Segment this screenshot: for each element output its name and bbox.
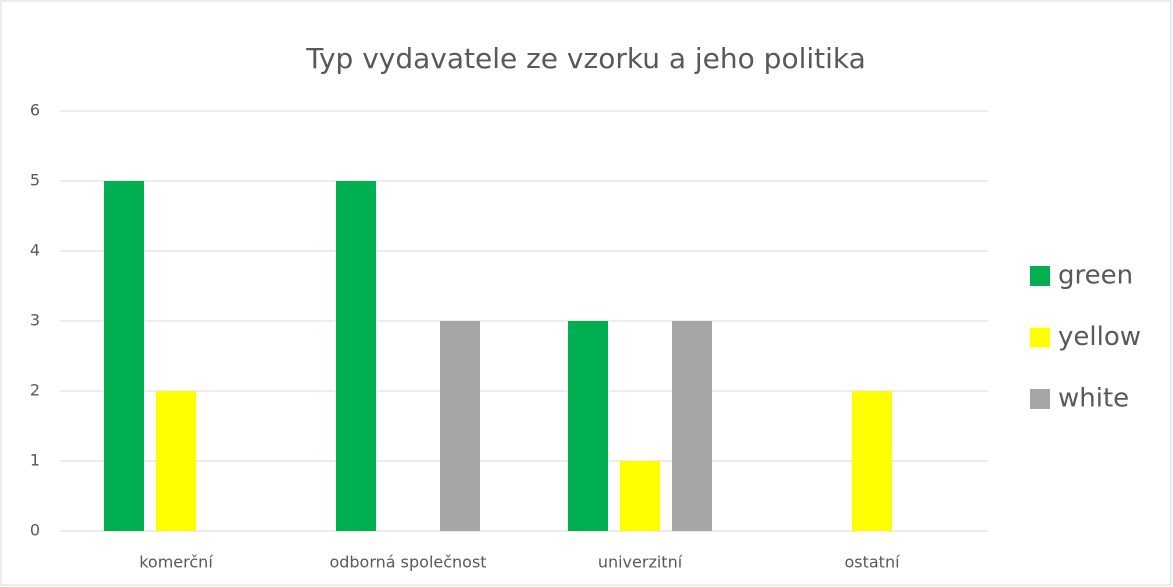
bar [852, 391, 892, 531]
legend-label: yellow [1058, 322, 1141, 352]
x-tick-label: odborná společnost [329, 553, 486, 572]
x-tick-label: komerční [139, 553, 213, 572]
legend-swatch [1030, 327, 1050, 348]
legend-swatch [1030, 389, 1050, 409]
y-tick-label: 4 [30, 241, 40, 260]
bar [620, 461, 660, 531]
legend-swatch [1030, 266, 1050, 286]
y-tick-label: 2 [30, 381, 40, 400]
y-tick-label: 1 [30, 451, 40, 470]
bar [336, 181, 376, 531]
bar [672, 321, 712, 531]
y-tick-label: 6 [30, 101, 40, 120]
legend-label: white [1058, 384, 1129, 414]
chart-title: Typ vydavatele ze vzorku a jeho politika [305, 42, 866, 75]
bar [440, 321, 480, 531]
bar [156, 391, 196, 531]
x-tick-label: ostatní [844, 553, 900, 572]
y-tick-label: 5 [30, 171, 40, 190]
x-tick-label: univerzitní [598, 553, 683, 572]
y-tick-label: 3 [30, 311, 40, 330]
bar [568, 321, 608, 531]
legend-label: green [1058, 261, 1133, 291]
bar [104, 181, 144, 531]
y-tick-label: 0 [30, 521, 40, 540]
